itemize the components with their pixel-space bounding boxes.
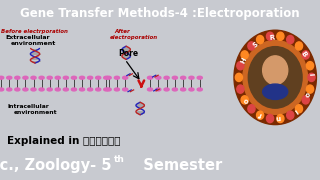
Circle shape [295,105,302,113]
Ellipse shape [0,88,4,91]
Text: i: i [292,107,298,113]
Ellipse shape [189,88,194,91]
Ellipse shape [96,76,101,79]
Text: After: After [115,29,130,34]
Ellipse shape [7,88,12,91]
Ellipse shape [79,76,84,79]
Ellipse shape [31,88,36,91]
Ellipse shape [0,76,4,79]
Ellipse shape [39,76,44,79]
Ellipse shape [15,88,20,91]
Ellipse shape [7,76,12,79]
Circle shape [302,51,309,59]
Circle shape [277,114,284,123]
Ellipse shape [55,76,60,79]
Ellipse shape [63,76,68,79]
Ellipse shape [71,76,76,79]
Text: Intracellular: Intracellular [7,104,49,109]
Ellipse shape [88,76,93,79]
Text: BSc., Zoology- 5: BSc., Zoology- 5 [0,158,112,173]
Ellipse shape [79,88,84,91]
Text: i: i [307,72,313,75]
Ellipse shape [96,88,101,91]
Circle shape [302,96,309,104]
Circle shape [234,30,316,125]
Ellipse shape [106,88,111,91]
Text: environment: environment [14,110,58,115]
Circle shape [267,32,274,40]
Circle shape [257,35,264,44]
Circle shape [243,40,308,114]
Text: environment: environment [11,41,56,46]
Circle shape [307,85,314,93]
Text: Before electrporation: Before electrporation [1,29,68,34]
Text: Semester: Semester [128,158,222,173]
Ellipse shape [180,76,186,79]
Ellipse shape [123,76,128,79]
Text: Pore: Pore [118,50,138,59]
Text: o: o [303,91,311,98]
Circle shape [287,111,294,119]
Circle shape [295,42,302,50]
Circle shape [235,73,243,82]
Circle shape [257,111,264,119]
Ellipse shape [148,76,153,79]
Circle shape [267,114,274,123]
Ellipse shape [63,88,68,91]
Circle shape [287,35,294,44]
Circle shape [308,73,315,82]
Text: H: H [240,57,247,64]
Ellipse shape [172,76,178,79]
Ellipse shape [47,76,52,79]
Ellipse shape [55,88,60,91]
Ellipse shape [104,88,109,91]
Text: th: th [114,155,124,164]
Circle shape [241,51,248,59]
Ellipse shape [114,88,119,91]
Ellipse shape [39,88,44,91]
Text: Gene Transfer Methods-4 :Electroporation: Gene Transfer Methods-4 :Electroporation [20,7,300,21]
Ellipse shape [197,88,202,91]
Circle shape [307,62,314,70]
Text: o: o [243,97,250,104]
Ellipse shape [15,76,20,79]
Ellipse shape [148,88,153,91]
Text: R: R [269,34,275,41]
Ellipse shape [123,88,128,91]
Circle shape [248,42,255,50]
Circle shape [237,62,244,70]
Circle shape [248,47,302,108]
Text: Explained in తెలుగు: Explained in తెలుగు [7,136,120,146]
Ellipse shape [71,88,76,91]
Ellipse shape [164,76,169,79]
Circle shape [263,56,288,85]
Ellipse shape [180,88,186,91]
Circle shape [237,85,244,93]
Text: n: n [276,114,281,120]
Text: S: S [252,41,259,49]
Ellipse shape [104,76,109,79]
Ellipse shape [263,84,288,100]
Circle shape [277,32,284,40]
Ellipse shape [106,76,111,79]
Ellipse shape [23,76,28,79]
Ellipse shape [156,76,161,79]
Ellipse shape [23,88,28,91]
Circle shape [248,105,255,113]
Ellipse shape [156,88,161,91]
Ellipse shape [47,88,52,91]
Ellipse shape [31,76,36,79]
Ellipse shape [88,88,93,91]
Text: Extracellular: Extracellular [6,35,51,40]
Text: electroporation: electroporation [110,35,158,40]
Circle shape [241,96,248,104]
Ellipse shape [164,88,169,91]
Ellipse shape [197,76,202,79]
Text: B: B [300,51,308,58]
Ellipse shape [114,76,119,79]
Ellipse shape [189,76,194,79]
Ellipse shape [172,88,178,91]
Text: f: f [258,110,263,117]
